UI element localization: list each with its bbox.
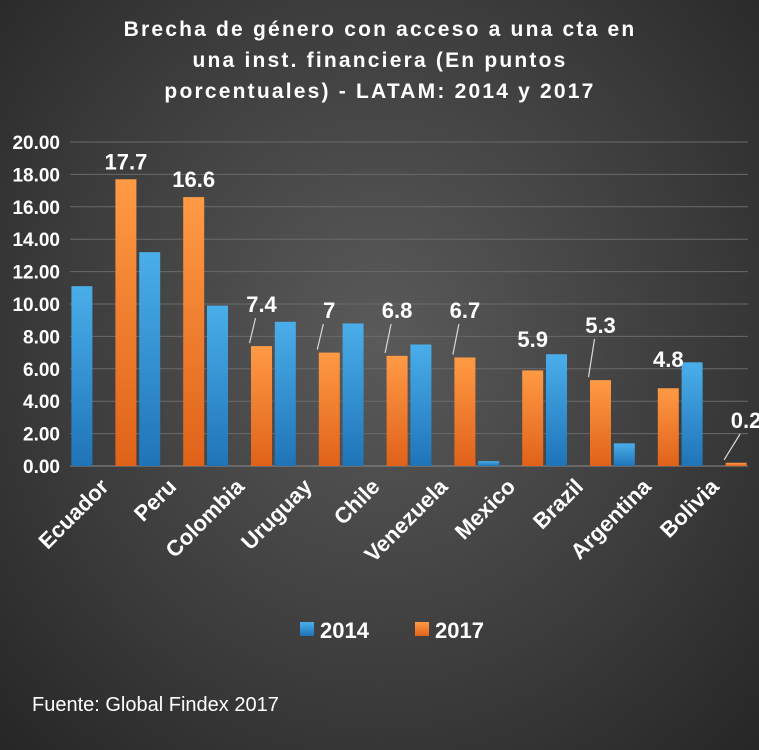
bar-2017-chile [386,355,408,466]
bar-2017-argentina [657,388,679,466]
y-tick-label: 8.00 [23,327,60,348]
data-label-2017-peru: 16.6 [172,167,215,192]
y-tick-label: 4.00 [23,392,60,413]
bar-2014-argentina [613,443,635,466]
bar-2017-venezuela [454,357,476,466]
y-tick-label: 6.00 [23,360,60,381]
x-tick-label: Uruguay [236,473,317,554]
data-label-2017-brazil: 5.3 [585,313,616,338]
chart-title-line-3: porcentuales) - LATAM: 2014 y 2017 [164,80,596,103]
legend-swatch-2014 [300,622,314,636]
legend-label-2017: 2017 [435,618,484,643]
bar-2014-colombia [207,305,228,466]
source-note: Fuente: Global Findex 2017 [32,694,279,716]
bar-2014-chile [342,323,364,466]
chart-title-line-2: una inst. financiera (En puntos [192,49,568,72]
bar-2017-mexico [522,370,544,466]
x-tick-label: Chile [329,474,385,530]
data-label-2017-bolivia: 0.2 [731,408,759,433]
y-tick-label: 14.00 [12,230,60,251]
data-label-2017-argentina: 4.8 [653,347,684,372]
chart-title: Brecha de género con acceso a una cta en… [40,14,720,107]
x-tick-label: Mexico [450,474,520,544]
data-label-leader [452,323,460,355]
x-tick-label: Brazil [528,474,588,534]
bar-2014-venezuela [410,344,432,466]
bar-chart: 17.7 16.6 7.4 7 6.8 6.7 5.9 5.3 4.8 0.2 0.00 2.00 4… [12,133,759,643]
data-label-leader [587,338,596,378]
data-label-2017-colombia: 7.4 [246,292,277,317]
y-tick-label: 12.00 [12,263,60,284]
bar-2014-ecuador [71,286,93,466]
y-tick-label: 10.00 [12,295,60,316]
y-tick-label: 18.00 [12,165,60,186]
data-label-2017-mexico: 5.9 [517,327,548,352]
data-label-2017-uruguay: 7 [323,298,335,323]
bar-2014-peru [139,252,161,466]
bar-2017-brazil [590,380,611,466]
legend-label-2014: 2014 [320,618,370,643]
x-tick-label: Bolivia [655,473,724,542]
data-label-2017-ecuador: 17.7 [104,149,147,174]
y-tick-label: 2.00 [23,425,60,446]
x-tick-label: Peru [129,474,181,526]
chart-title-line-1: Brecha de género con acceso a una cta en [123,18,637,41]
x-tick-label: Ecuador [34,474,114,554]
data-label-leader [723,433,741,461]
bar-2014-brazil [546,354,567,466]
bar-2017-colombia [251,346,272,466]
bar-2017-ecuador [115,179,137,466]
bar-2014-bolivia [681,362,703,466]
bar-2017-peru [183,197,205,466]
bar-2017-uruguay [318,352,340,466]
bar-2014-uruguay [274,321,296,466]
y-tick-label: 20.00 [12,133,60,154]
data-label-leader [384,323,392,353]
y-tick-label: 16.00 [12,198,60,219]
legend-swatch-2017 [415,622,429,636]
data-label-2017-chile: 6.8 [382,298,413,323]
y-tick-label: 0.00 [23,457,60,478]
bar-2014-mexico [478,461,500,466]
bar-2017-bolivia [725,462,747,466]
data-label-2017-venezuela: 6.7 [450,298,481,323]
data-label-leader [248,317,257,344]
data-label-leader [316,323,324,350]
